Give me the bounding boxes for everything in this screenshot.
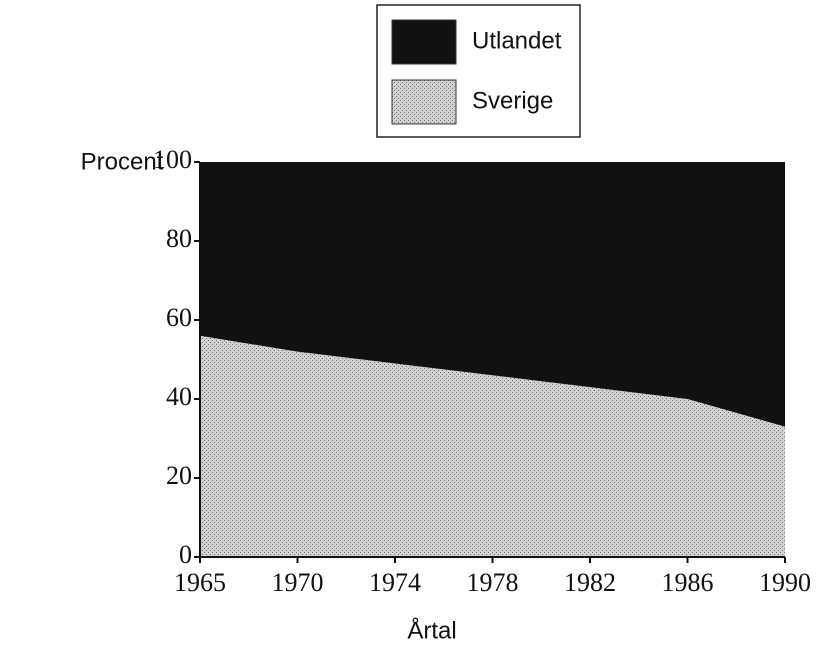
x-tick-label: 1990 bbox=[759, 568, 811, 597]
area bbox=[200, 335, 785, 557]
legend-swatch bbox=[391, 79, 457, 125]
x-tick-label: 1965 bbox=[174, 568, 226, 597]
y-tick-label: 0 bbox=[179, 540, 192, 569]
x-tick-label: 1978 bbox=[467, 568, 519, 597]
legend-label: Utlandet bbox=[472, 27, 562, 54]
y-tick-label: 40 bbox=[166, 382, 192, 411]
x-tick-label: 1970 bbox=[272, 568, 324, 597]
y-tick-label: 100 bbox=[153, 145, 192, 174]
legend-label: Sverige bbox=[472, 87, 553, 114]
x-tick-label: 1986 bbox=[662, 568, 714, 597]
y-tick-label: 80 bbox=[166, 224, 192, 253]
x-axis-label: Årtal bbox=[407, 616, 456, 644]
y-tick-label: 60 bbox=[166, 303, 192, 332]
area bbox=[200, 162, 785, 427]
y-tick-label: 20 bbox=[166, 461, 192, 490]
y-axis-label: Procent bbox=[81, 148, 164, 175]
legend-swatch bbox=[391, 19, 457, 65]
x-tick-label: 1982 bbox=[564, 568, 616, 597]
x-tick-label: 1974 bbox=[369, 568, 421, 597]
